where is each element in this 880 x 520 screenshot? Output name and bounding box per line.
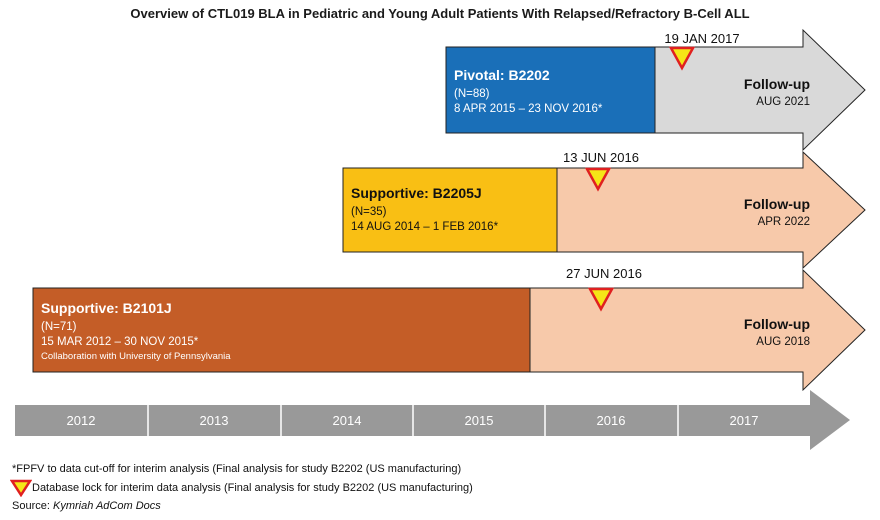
study-box-b2101j	[32, 287, 531, 373]
study-name-b2205j: Supportive: B2205J	[351, 185, 482, 201]
study-dates-b2101j: 15 MAR 2012 – 30 NOV 2015*	[41, 336, 199, 348]
lock-marker-b2205j	[584, 167, 612, 192]
lock-marker-legend-icon	[10, 479, 32, 497]
followup-date-b2205j: APR 2022	[758, 216, 810, 228]
timeline-diagram: Pivotal: B2202 (N=88) 8 APR 2015 – 23 NO…	[15, 28, 866, 450]
followup-label-b2205j: Follow-up	[744, 196, 810, 212]
study-n-b2205j: (N=35)	[351, 206, 387, 218]
footnote-asterisk: *FPFV to data cut-off for interim analys…	[12, 463, 462, 475]
study-name-b2101j: Supportive: B2101J	[41, 300, 172, 316]
lock-legend-text: Database lock for interim data analysis …	[32, 481, 473, 494]
study-box-b2202	[445, 46, 656, 134]
followup-date-b2202: AUG 2021	[756, 96, 810, 108]
lock-marker-b2202	[668, 46, 696, 71]
row-b2202: Pivotal: B2202 (N=88) 8 APR 2015 – 23 NO…	[445, 28, 866, 152]
followup-label-b2202: Follow-up	[744, 76, 810, 92]
followup-arrow-b2101j	[529, 268, 866, 392]
year-label-2013: 2013	[200, 413, 229, 428]
timeline-arrow	[15, 390, 850, 450]
source-prefix: Source:	[12, 500, 50, 512]
diagram-title: Overview of CTL019 BLA in Pediatric and …	[130, 6, 750, 21]
footnote-lock-legend: Database lock for interim data analysis …	[10, 479, 473, 497]
row-b2205j: Supportive: B2205J (N=35) 14 AUG 2014 – …	[342, 150, 866, 270]
followup-label-b2101j: Follow-up	[744, 316, 810, 332]
followup-arrow-b2205j	[556, 150, 866, 270]
lock-marker-b2101j	[587, 287, 615, 312]
study-name-b2202: Pivotal: B2202	[454, 67, 550, 83]
source-text: Kymriah AdCom Docs	[52, 500, 161, 512]
study-n-b2101j: (N=71)	[41, 321, 77, 333]
study-dates-b2205j: 14 AUG 2014 – 1 FEB 2016*	[351, 221, 499, 233]
timeline-axis: 2012 2013 2014 2015 2016 2017	[15, 390, 850, 450]
year-label-2017: 2017	[730, 413, 759, 428]
footnote-source: Source: Kymriah AdCom Docs	[12, 500, 161, 512]
followup-arrow-b2202	[654, 28, 866, 152]
study-note-b2101j: Collaboration with University of Pennsyl…	[41, 351, 231, 362]
lock-date-b2202: 19 JAN 2017	[664, 31, 739, 46]
study-n-b2202: (N=88)	[454, 88, 490, 100]
row-b2101j: Supportive: B2101J (N=71) 15 MAR 2012 – …	[32, 266, 866, 392]
followup-date-b2101j: AUG 2018	[756, 336, 810, 348]
year-label-2015: 2015	[465, 413, 494, 428]
year-label-2016: 2016	[597, 413, 626, 428]
study-dates-b2202: 8 APR 2015 – 23 NOV 2016*	[454, 103, 603, 115]
study-box-b2205j	[342, 167, 558, 253]
lock-date-b2101j: 27 JUN 2016	[566, 266, 642, 281]
year-label-2014: 2014	[333, 413, 362, 428]
lock-date-b2205j: 13 JUN 2016	[563, 150, 639, 165]
year-label-2012: 2012	[67, 413, 96, 428]
